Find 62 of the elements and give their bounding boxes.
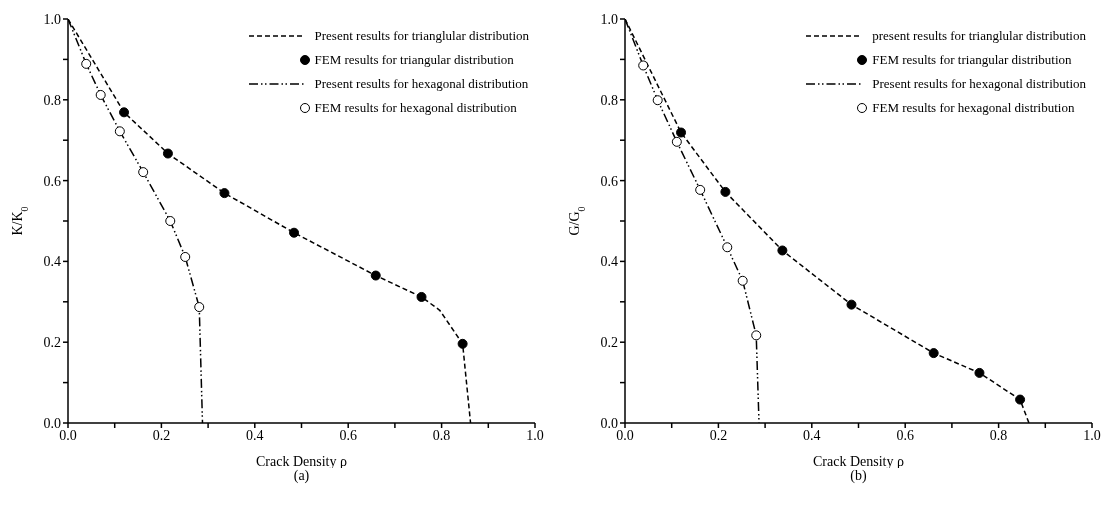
legend-label: present results for trianglular distribution bbox=[872, 28, 1086, 44]
point bbox=[777, 245, 788, 256]
legend-label: Present results for hexagonal distribution bbox=[872, 76, 1086, 92]
point bbox=[695, 184, 706, 195]
x-tick-label: 0.2 bbox=[709, 427, 728, 443]
point bbox=[194, 302, 205, 313]
legend-label: FEM results for hexagonal distribution bbox=[872, 100, 1075, 116]
x-tick-label: 0.4 bbox=[803, 427, 821, 443]
y-tick-label: 0.8 bbox=[600, 92, 618, 108]
point bbox=[1015, 394, 1026, 405]
y-tick-label: 0.2 bbox=[43, 335, 61, 351]
point bbox=[165, 216, 176, 226]
point bbox=[846, 299, 857, 310]
point bbox=[720, 186, 731, 197]
point bbox=[114, 126, 125, 137]
y-tick-label: 0.4 bbox=[600, 254, 618, 270]
y-tick-label: 1.0 bbox=[43, 11, 61, 27]
y-tick-label: 0.6 bbox=[43, 173, 61, 189]
legend-label: Present results for hexagonal distribution bbox=[314, 76, 529, 92]
point bbox=[119, 107, 130, 118]
x-tick-label: 0.2 bbox=[152, 427, 171, 443]
point bbox=[676, 127, 687, 138]
legend-label: FEM results for hexagonal distribution bbox=[314, 100, 517, 116]
point bbox=[638, 60, 649, 71]
x-tick-label: 0.6 bbox=[339, 427, 357, 443]
point bbox=[370, 270, 381, 281]
legend-label: FEM results for triangular distribution bbox=[314, 52, 514, 68]
x-tick-label: 0.6 bbox=[896, 427, 914, 443]
y-tick-label: 1.0 bbox=[600, 11, 618, 27]
x-tick-label: 0.0 bbox=[616, 427, 634, 443]
point bbox=[974, 367, 985, 378]
y-tick-label: 0.0 bbox=[600, 415, 618, 431]
y-tick-label: 0.2 bbox=[600, 335, 618, 351]
y-tick-label: 0.6 bbox=[600, 173, 618, 189]
x-tick-label: 0.4 bbox=[246, 427, 264, 443]
point bbox=[457, 338, 468, 349]
x-tick-label: 0.0 bbox=[59, 427, 77, 443]
text: (a) bbox=[292, 468, 311, 484]
point bbox=[95, 89, 106, 100]
point bbox=[722, 242, 733, 253]
y-tick-label: 0.8 bbox=[43, 92, 61, 108]
point bbox=[289, 227, 300, 238]
x-tick-label: 0.8 bbox=[989, 427, 1008, 443]
x-tick-label: 1.0 bbox=[526, 427, 544, 443]
point bbox=[928, 348, 939, 359]
point bbox=[180, 251, 191, 262]
point bbox=[138, 167, 149, 178]
point bbox=[737, 275, 748, 286]
point bbox=[162, 148, 173, 159]
text: (b) bbox=[849, 468, 868, 484]
x-tick-label: 1.0 bbox=[1083, 427, 1101, 443]
point bbox=[671, 136, 682, 147]
point bbox=[219, 188, 230, 199]
x-tick-label: 0.8 bbox=[432, 427, 451, 443]
point bbox=[81, 58, 92, 69]
point bbox=[751, 330, 762, 341]
y-tick-label: 0.0 bbox=[43, 415, 61, 431]
y-tick-label: 0.4 bbox=[43, 254, 61, 270]
point bbox=[652, 95, 663, 106]
legend-label: Present results for trianglular distribution bbox=[314, 28, 529, 44]
point bbox=[416, 291, 427, 302]
legend-label: FEM results for triangular distribution bbox=[872, 52, 1072, 68]
